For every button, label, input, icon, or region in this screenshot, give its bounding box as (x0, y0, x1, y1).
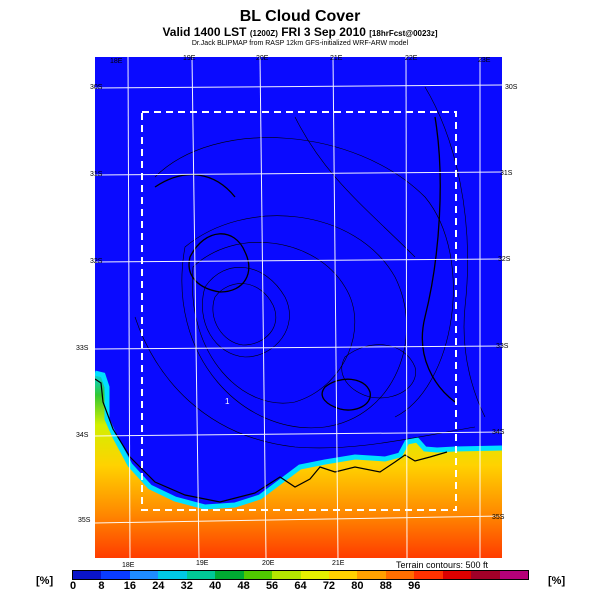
colorbar-swatch (328, 571, 358, 579)
lon-label-top: 23E (478, 57, 491, 64)
colorbar-swatch (73, 571, 102, 579)
colorbar-tick-label: 80 (351, 580, 364, 592)
lat-label-left: 32S (90, 258, 103, 265)
inner-domain-box (141, 111, 457, 511)
colorbar-tick-label: 0 (69, 580, 77, 592)
lon-label-top: 22E (405, 55, 418, 62)
colorbar-tick-label: 88 (379, 580, 392, 592)
colorbar-swatch (300, 571, 329, 579)
lat-label-right: 34S (492, 429, 505, 436)
map-canvas (95, 57, 502, 558)
lat-label-right: 33S (496, 343, 509, 350)
colorbar-swatch (243, 571, 273, 579)
colorbar-swatch (272, 571, 301, 579)
valid-date: FRI 3 Sep 2010 (281, 25, 366, 39)
bold-contours (154, 116, 456, 411)
colorbar-tick-label: 64 (294, 580, 307, 592)
cloud-cover-map (95, 57, 502, 558)
colorbar-tick-label: 40 (209, 580, 222, 592)
colorbar-swatch (101, 571, 130, 579)
colorbar-tick-label: 32 (180, 580, 193, 592)
cloud-field-south (95, 373, 502, 558)
lon-label-top: 19E (183, 55, 196, 62)
lat-label-right: 30S (505, 84, 518, 91)
colorbar-tick-label: 72 (322, 580, 336, 592)
lat-label-left: 30S (90, 84, 103, 91)
lon-label-top: 20E (256, 55, 269, 62)
colorbar-swatch (499, 571, 528, 579)
colorbar-tick-label: 48 (237, 580, 250, 592)
lon-label-bottom: 18E (122, 562, 135, 569)
colorbar (72, 570, 529, 580)
model-credit: Dr.Jack BLIPMAP from RASP 12km GFS-initi… (191, 40, 409, 47)
lon-label-top: 18E (110, 58, 123, 65)
terrain-contours-note: Terrain contours: 500 ft (396, 560, 489, 570)
cloud-field-edge (95, 370, 502, 510)
colorbar-swatch (215, 571, 244, 579)
valid-time: Valid 1400 LST (162, 25, 247, 39)
colorbar-unit-left: [%] (36, 575, 54, 587)
lon-label-bottom: 20E (262, 560, 275, 567)
lat-label-left: 35S (78, 517, 91, 524)
lat-lon-grid (95, 57, 502, 558)
point-label: 1 (225, 397, 230, 406)
colorbar-tick-label: 96 (408, 580, 421, 592)
utc-time: (1200Z) (249, 29, 278, 38)
lat-label-right: 32S (498, 256, 511, 263)
colorbar-tick-label: 8 (98, 580, 105, 592)
terrain-contours (134, 86, 486, 449)
colorbar-swatch (442, 571, 472, 579)
lon-label-bottom: 21E (332, 560, 345, 567)
colorbar-tick-label: 16 (123, 580, 136, 592)
colorbar-unit-right: [%] (548, 575, 566, 587)
colorbar-swatch (158, 571, 187, 579)
lat-label-right: 35S (492, 514, 505, 521)
lat-label-left: 31S (90, 171, 103, 178)
lon-label-top: 21E (330, 55, 343, 62)
chart-title: BL Cloud Cover (239, 8, 361, 25)
colorbar-swatch (129, 571, 159, 579)
chart-subtitle: Valid 1400 LST (1200Z) FRI 3 Sep 2010 [1… (0, 25, 600, 39)
lat-label-left: 33S (76, 345, 89, 352)
lat-label-right: 31S (500, 170, 513, 177)
lat-label-left: 34S (76, 432, 89, 439)
coastline (95, 378, 448, 503)
colorbar-swatch (471, 571, 500, 579)
colorbar-swatch (414, 571, 443, 579)
lon-label-bottom: 19E (196, 560, 209, 567)
colorbar-tick-label: 56 (265, 580, 279, 592)
colorbar-tick-label: 24 (152, 580, 165, 592)
colorbar-swatch (357, 571, 386, 579)
colorbar-swatch (385, 571, 415, 579)
forecast-tag: [18hrFcst@0023z] (369, 29, 438, 38)
colorbar-swatch (186, 571, 216, 579)
